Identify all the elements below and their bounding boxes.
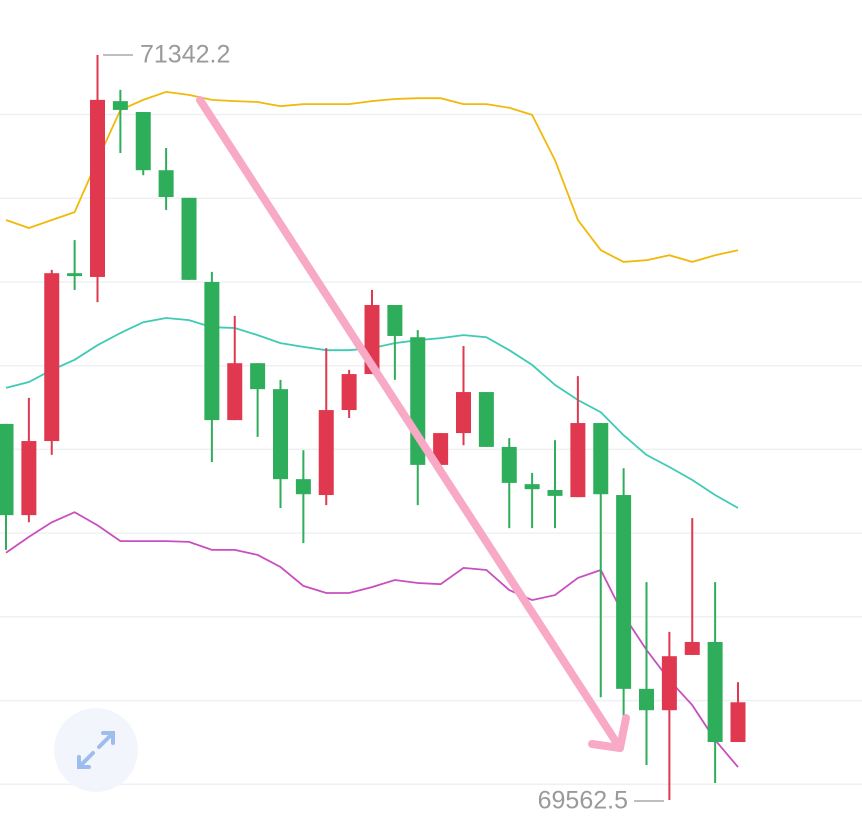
candle-body [67, 273, 83, 277]
candle-body [21, 441, 37, 516]
candle-body [570, 423, 586, 498]
candle-body [90, 99, 105, 277]
arrow-shaft [196, 96, 624, 752]
candle-body [227, 363, 243, 421]
candle-body [547, 490, 563, 496]
arrow-head [588, 714, 630, 752]
band-line [5, 90, 739, 263]
candle-body [684, 641, 700, 655]
candle-body [616, 495, 632, 689]
candle-body [273, 389, 288, 480]
trend-arrow [196, 96, 630, 752]
candle-body [44, 273, 60, 442]
candle-body [341, 374, 357, 411]
candle-body [707, 641, 723, 743]
candle-body [730, 702, 746, 743]
candle-body [135, 112, 151, 171]
candle-body [639, 688, 654, 711]
candle-body [593, 423, 609, 495]
candle-body [433, 433, 449, 465]
candle-body [501, 446, 517, 483]
expand-icon[interactable] [77, 731, 115, 769]
min-label: 69562.5 [538, 787, 628, 815]
candle-body [250, 363, 266, 390]
band-line [5, 511, 739, 768]
candle-body [0, 423, 14, 516]
candles [0, 55, 746, 800]
expand-button[interactable] [54, 708, 138, 792]
candle-body [661, 656, 677, 711]
candle-body [295, 479, 311, 495]
expand-button-bg[interactable] [54, 708, 138, 792]
max-label: 71342.2 [140, 41, 230, 69]
candle-body [112, 101, 128, 110]
candle-body [318, 410, 334, 496]
candle-body [478, 392, 494, 447]
candle-body [181, 197, 197, 280]
candle-body [524, 484, 540, 490]
candle-body [387, 304, 403, 336]
candle-body [456, 392, 471, 434]
candle-body [158, 170, 174, 197]
candle-body [204, 281, 220, 421]
